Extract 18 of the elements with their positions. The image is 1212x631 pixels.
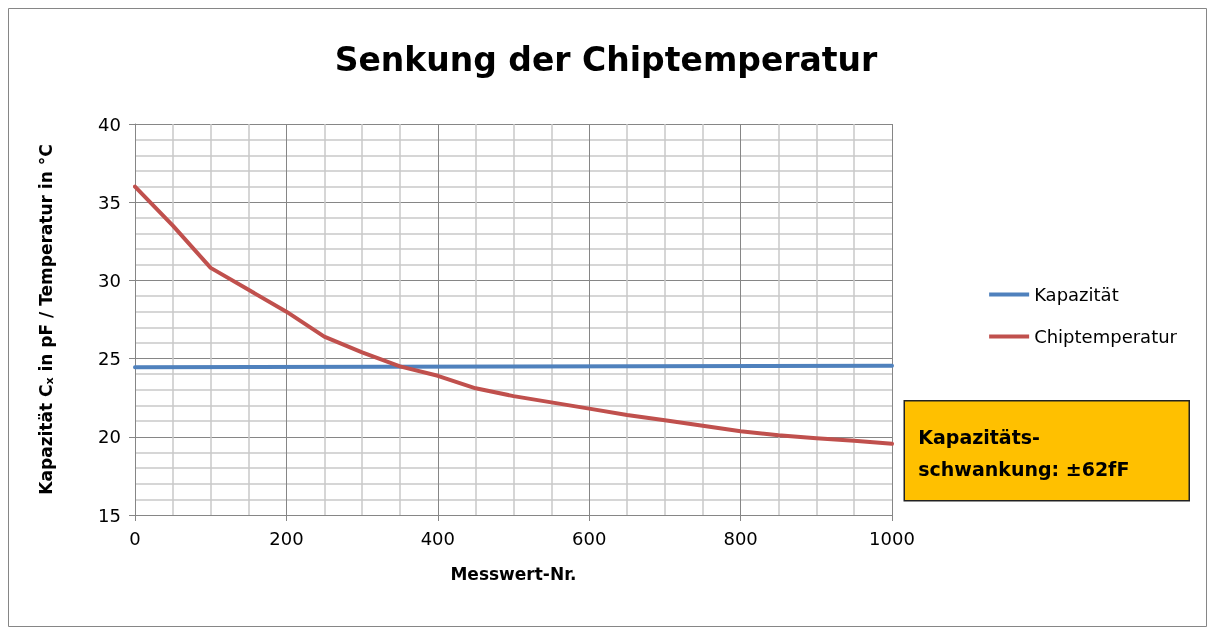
- y-tick-label: 40: [98, 113, 121, 135]
- x-tick-label: 1000: [869, 527, 915, 549]
- x-tick-label: 400: [420, 527, 455, 549]
- y-tick-label: 20: [98, 426, 121, 448]
- x-axis-title: Messwert-Nr.: [450, 563, 577, 584]
- x-tick-label: 800: [723, 527, 758, 549]
- chart-title: Senkung der Chiptemperatur: [334, 40, 879, 79]
- legend-label: Chiptemperatur: [1034, 326, 1178, 347]
- x-tick-label: 200: [269, 527, 304, 549]
- y-tick-label: 35: [98, 191, 121, 213]
- y-tick-label: 25: [98, 348, 121, 370]
- text: Kapazitäts- schwankung: ±62fF: [918, 425, 1130, 480]
- y-tick-label: 30: [98, 269, 121, 291]
- x-tick-label: 600: [572, 527, 607, 549]
- y-tick-label: 15: [98, 504, 121, 526]
- x-tick-label: 0: [129, 527, 141, 549]
- y-axis-title: Kapazität Cx in pF / Temperatur in °C: [35, 144, 56, 495]
- legend-label: Kapazität: [1034, 284, 1119, 305]
